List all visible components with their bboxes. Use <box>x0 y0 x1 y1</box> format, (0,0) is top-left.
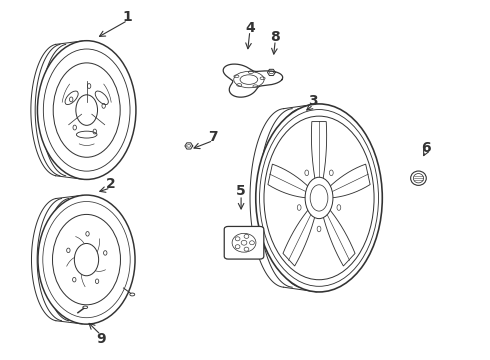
Text: 4: 4 <box>245 21 255 35</box>
Ellipse shape <box>38 195 135 324</box>
Ellipse shape <box>37 41 136 180</box>
Text: 1: 1 <box>123 10 133 24</box>
Text: 2: 2 <box>106 177 116 191</box>
Polygon shape <box>268 164 310 198</box>
Text: 7: 7 <box>208 130 218 144</box>
Ellipse shape <box>411 171 426 185</box>
Text: 6: 6 <box>421 141 431 155</box>
Text: 3: 3 <box>309 94 318 108</box>
Text: 9: 9 <box>96 332 106 346</box>
Text: 8: 8 <box>270 30 280 44</box>
Ellipse shape <box>76 95 98 125</box>
Polygon shape <box>283 208 316 266</box>
Polygon shape <box>322 208 355 266</box>
Ellipse shape <box>305 177 333 219</box>
Ellipse shape <box>74 243 98 276</box>
Ellipse shape <box>256 104 382 292</box>
Ellipse shape <box>52 215 121 305</box>
Ellipse shape <box>53 63 120 157</box>
Ellipse shape <box>264 116 374 280</box>
Text: 5: 5 <box>236 184 246 198</box>
Polygon shape <box>312 122 327 182</box>
FancyBboxPatch shape <box>224 226 264 259</box>
Polygon shape <box>328 164 370 198</box>
